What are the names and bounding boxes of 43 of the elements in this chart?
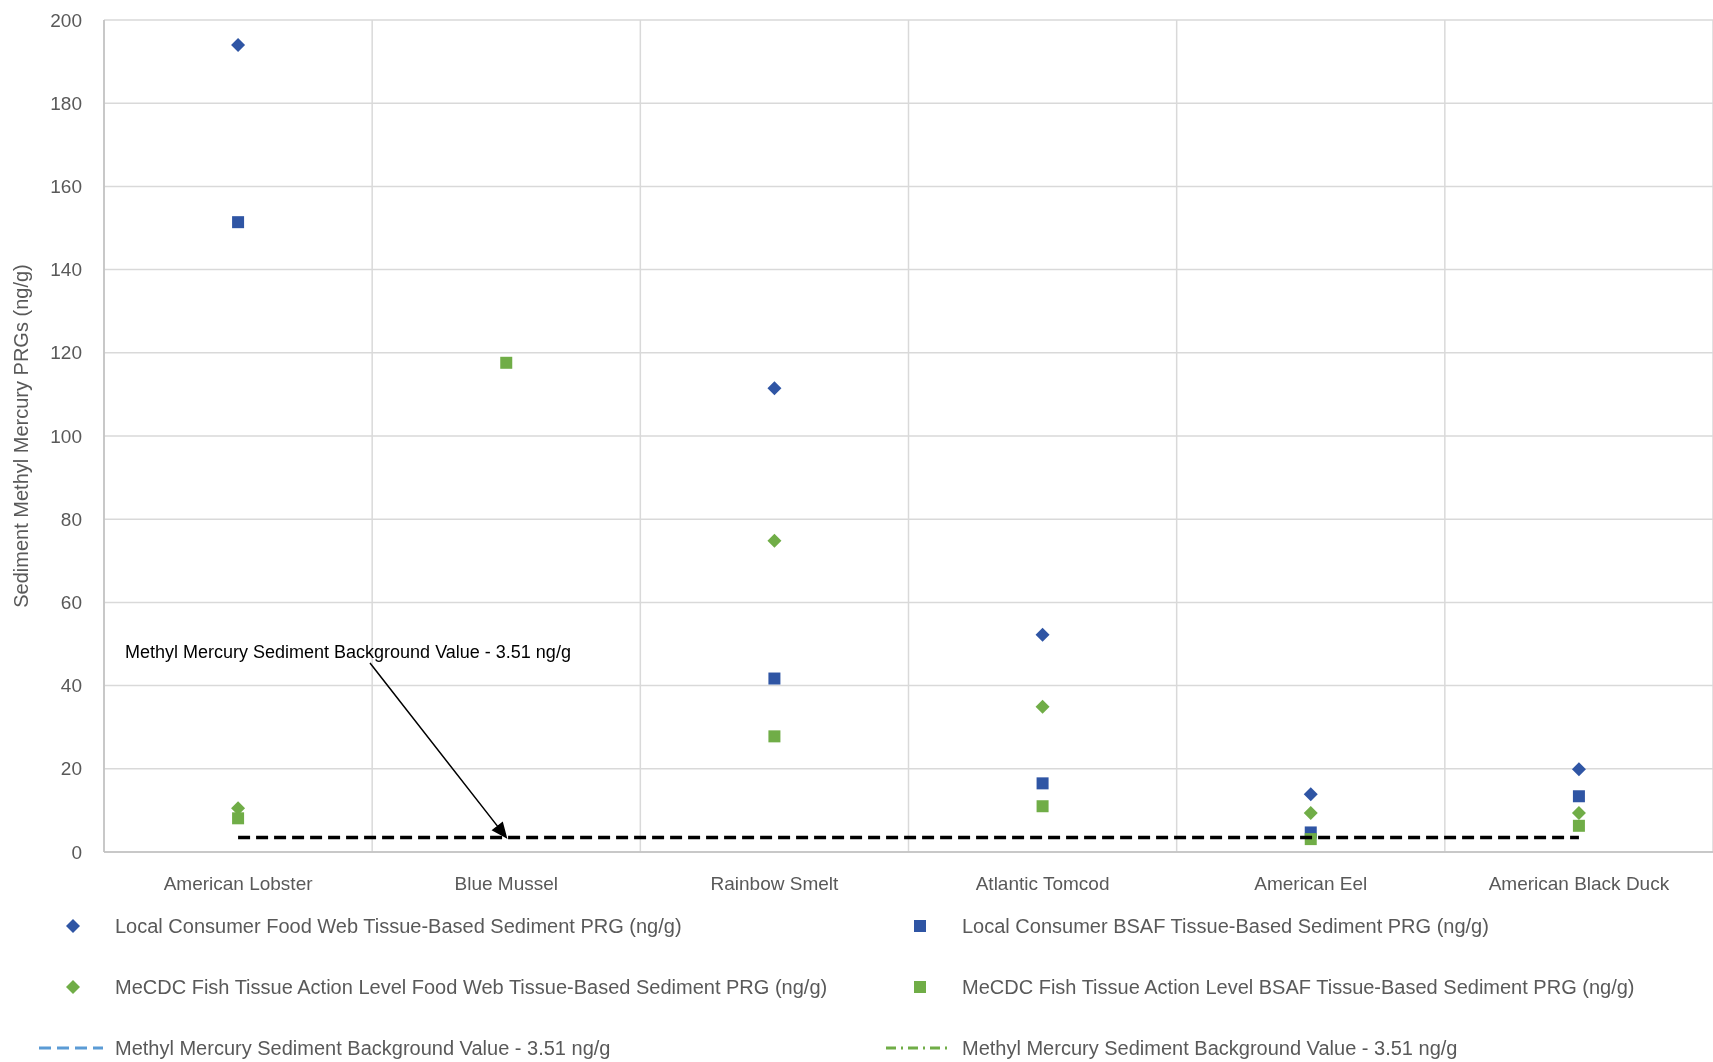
point [1303,805,1318,820]
x-tick-label: American Lobster [163,873,314,894]
legend-label: Local Consumer BSAF Tissue-Based Sediment PRG (ng/g) [962,915,1489,937]
y-tick-label: 60 [60,592,82,614]
x-tick-label: American Eel [1254,873,1368,894]
point [232,216,245,229]
point [1036,777,1049,790]
y-tick-label: 140 [50,259,82,281]
point [768,672,781,685]
y-tick-label: 80 [60,508,82,530]
legend-label: MeCDC Fish Tissue Action Level Food Web Tissue-Based Sediment PRG (ng/g) [115,976,828,998]
point [1572,819,1585,832]
y-tick-label: 100 [50,425,82,447]
legend-label: Methyl Mercury Sediment Background Value - 3.51 ng/g [115,1037,611,1059]
legend-label: MeCDC Fish Tissue Action Level BSAF Tissue-Based Sediment PRG (ng/g) [962,976,1635,998]
legend-label: Methyl Mercury Sediment Background Value - 3.51 ng/g [962,1037,1458,1059]
point [1035,699,1050,714]
point [1571,762,1586,777]
point [231,37,246,52]
point [1572,790,1585,803]
y-tick-label: 120 [50,342,82,364]
point [1035,627,1050,642]
point [500,356,513,369]
point [232,812,245,825]
y-tick-label: 180 [50,92,82,114]
y-axis-title: Sediment Methyl Mercury PRGs (ng/g) [10,264,32,608]
point [767,381,782,396]
y-tick-label: 160 [50,176,82,198]
x-tick-label: Rainbow Smelt [710,873,840,894]
y-tick-label: 20 [60,758,82,780]
y-tick-label: 0 [71,841,82,863]
y-tick-label: 200 [50,9,82,31]
point [767,533,782,548]
point [1303,787,1318,802]
x-tick-label: Blue Mussel [454,873,558,894]
y-tick-label: 40 [60,675,82,697]
point [768,730,781,743]
legend-label: Local Consumer Food Web Tissue-Based Sediment PRG (ng/g) [115,915,682,937]
point [1036,800,1049,813]
annotation: Methyl Mercury Sediment Background Value - 3.51 ng/g [125,642,571,662]
x-tick-label: American Black Duck [1488,873,1670,894]
x-tick-label: Atlantic Tomcod [975,873,1110,894]
point [1571,805,1586,820]
